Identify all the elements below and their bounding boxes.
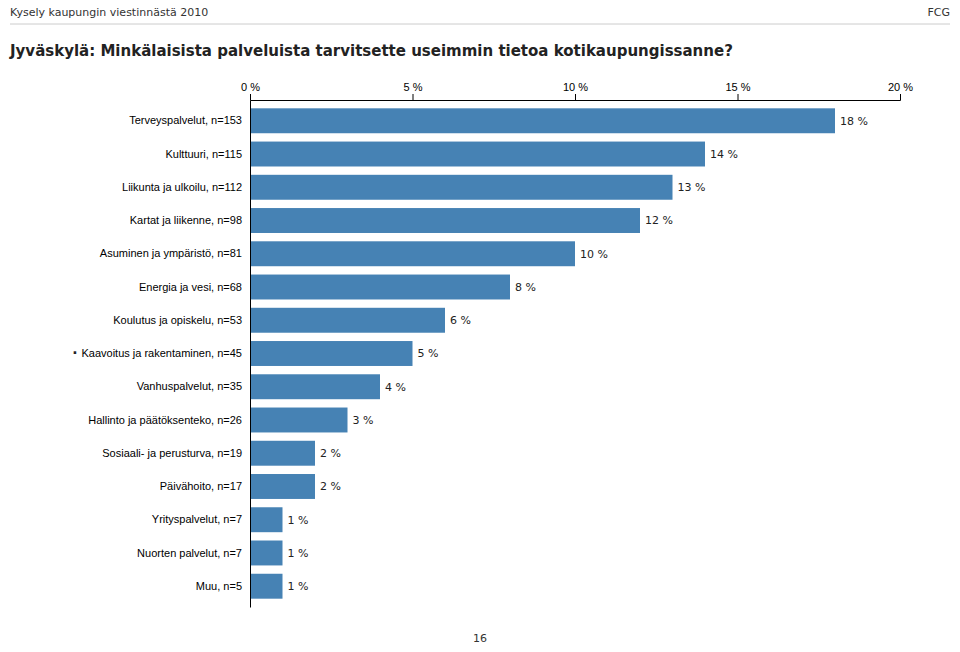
data-label: 18 % bbox=[840, 115, 868, 128]
y-tick-label: Sosiaali- ja perusturva, n=19 bbox=[102, 447, 242, 459]
annotation: Kysely kaupungin viestinnästä 2010 bbox=[10, 6, 208, 19]
y-tick-label: Vanhuspalvelut, n=35 bbox=[137, 380, 242, 392]
annotation: 16 bbox=[473, 632, 487, 645]
y-tick: Terveyspalvelut, n=153 bbox=[129, 114, 242, 126]
bar bbox=[250, 507, 283, 532]
x-tick-label: 5 % bbox=[404, 81, 423, 93]
data-label: 1 % bbox=[288, 514, 309, 527]
bar bbox=[250, 241, 575, 266]
x-tick-mark bbox=[575, 94, 576, 100]
bar bbox=[250, 142, 705, 167]
x-tick-label: 10 % bbox=[563, 81, 588, 93]
y-tick: Kaavoitus ja rakentaminen, n=45 bbox=[81, 347, 242, 359]
data-label: 2 % bbox=[320, 447, 341, 460]
data-label: 8 % bbox=[515, 281, 536, 294]
bar bbox=[250, 474, 315, 499]
y-tick: Hallinto ja päätöksenteko, n=26 bbox=[88, 414, 242, 426]
bar bbox=[250, 308, 445, 333]
y-tick: Nuorten palvelut, n=7 bbox=[137, 546, 242, 558]
y-tick-label: Terveyspalvelut, n=153 bbox=[129, 114, 242, 126]
y-tick-label: Energia ja vesi, n=68 bbox=[139, 281, 242, 293]
y-tick-label: Kaavoitus ja rakentaminen, n=45 bbox=[81, 347, 242, 359]
y-tick: Sosiaali- ja perusturva, n=19 bbox=[102, 447, 242, 459]
data-labels: 18 % 14 % 13 % 12 % 10 % 8 % 6 % 5 % 4 % 3 % 2 % 2 … bbox=[288, 115, 868, 593]
x-tick-mark bbox=[900, 94, 901, 100]
y-tick-label: Liikunta ja ulkoilu, n=112 bbox=[122, 181, 242, 193]
data-label: 4 % bbox=[385, 381, 406, 394]
y-tick-label: Kulttuuri, n=115 bbox=[165, 148, 242, 160]
y-tick: Päivähoito, n=17 bbox=[160, 480, 242, 492]
data-label: 12 % bbox=[645, 214, 673, 227]
plot: 0 % 5 % 10 % 15 % 20 % Terveyspalvelut, n=153… bbox=[72, 81, 913, 608]
data-label: 1 % bbox=[288, 580, 309, 593]
y-tick: Kartat ja liikenne, n=98 bbox=[130, 214, 242, 226]
x-tick-label: 20 % bbox=[888, 81, 913, 93]
y-tick-label: Nuorten palvelut, n=7 bbox=[137, 546, 242, 558]
y-axis-line bbox=[250, 101, 251, 608]
x-axis-line bbox=[251, 94, 901, 101]
chart: Kysely kaupungin viestinnästä 2010 FCG 16 J… bbox=[0, 0, 960, 652]
data-label: 3 % bbox=[353, 414, 374, 427]
data-label: 2 % bbox=[320, 480, 341, 493]
bar bbox=[250, 275, 510, 300]
y-tick: Koulutus ja opiskelu, n=53 bbox=[113, 314, 242, 326]
y-axis: Terveyspalvelut, n=153 Kulttuuri, n=115 Li… bbox=[81, 101, 250, 608]
bar bbox=[250, 374, 380, 399]
y-tick-label: Yrityspalvelut, n=7 bbox=[152, 513, 242, 525]
data-label: 1 % bbox=[288, 547, 309, 560]
bar bbox=[250, 441, 315, 466]
x-tick-label: 0 % bbox=[241, 81, 260, 93]
bar bbox=[250, 341, 413, 366]
data-label: 6 % bbox=[450, 314, 471, 327]
y-tick: Muu, n=5 bbox=[196, 580, 242, 592]
bar bbox=[250, 175, 673, 200]
data-label: 14 % bbox=[710, 148, 738, 161]
y-tick-label: Kartat ja liikenne, n=98 bbox=[130, 214, 242, 226]
y-tick: Asuminen ja ympäristö, n=81 bbox=[100, 247, 242, 259]
y-tick-label: Asuminen ja ympäristö, n=81 bbox=[100, 247, 242, 259]
annotation: · bbox=[72, 345, 77, 361]
y-tick-label: Hallinto ja päätöksenteko, n=26 bbox=[88, 414, 242, 426]
header-rule bbox=[10, 24, 950, 25]
y-tick: Liikunta ja ulkoilu, n=112 bbox=[122, 181, 242, 193]
bar bbox=[250, 208, 640, 233]
y-tick: Energia ja vesi, n=68 bbox=[139, 281, 242, 293]
x-tick-label: 15 % bbox=[725, 81, 750, 93]
title: Jyväskylä: Minkälaisista palveluista tar… bbox=[9, 42, 733, 60]
y-tick-label: Koulutus ja opiskelu, n=53 bbox=[113, 314, 242, 326]
data-label: 13 % bbox=[678, 181, 706, 194]
x-tick: 0 % bbox=[241, 81, 260, 100]
bar bbox=[250, 408, 348, 433]
x-tick-mark bbox=[738, 94, 739, 100]
bar bbox=[250, 108, 835, 133]
x-tick: 15 % bbox=[725, 81, 750, 100]
y-tick: Yrityspalvelut, n=7 bbox=[152, 513, 242, 525]
y-tick: Vanhuspalvelut, n=35 bbox=[137, 380, 242, 392]
data-label: 5 % bbox=[418, 347, 439, 360]
annotation: FCG bbox=[927, 6, 950, 19]
y-tick-label: Muu, n=5 bbox=[196, 580, 242, 592]
x-tick: 5 % bbox=[404, 81, 423, 100]
bar bbox=[250, 574, 283, 599]
x-axis: 0 % 5 % 10 % 15 % 20 % bbox=[241, 81, 913, 101]
x-tick: 20 % bbox=[888, 81, 913, 100]
x-tick-mark bbox=[250, 94, 251, 100]
y-tick-label: Päivähoito, n=17 bbox=[160, 480, 242, 492]
bar bbox=[250, 541, 283, 566]
data-label: 10 % bbox=[580, 248, 608, 261]
bars bbox=[250, 108, 835, 598]
x-tick-mark bbox=[413, 94, 414, 100]
x-tick: 10 % bbox=[563, 81, 588, 100]
y-tick: Kulttuuri, n=115 bbox=[165, 148, 242, 160]
